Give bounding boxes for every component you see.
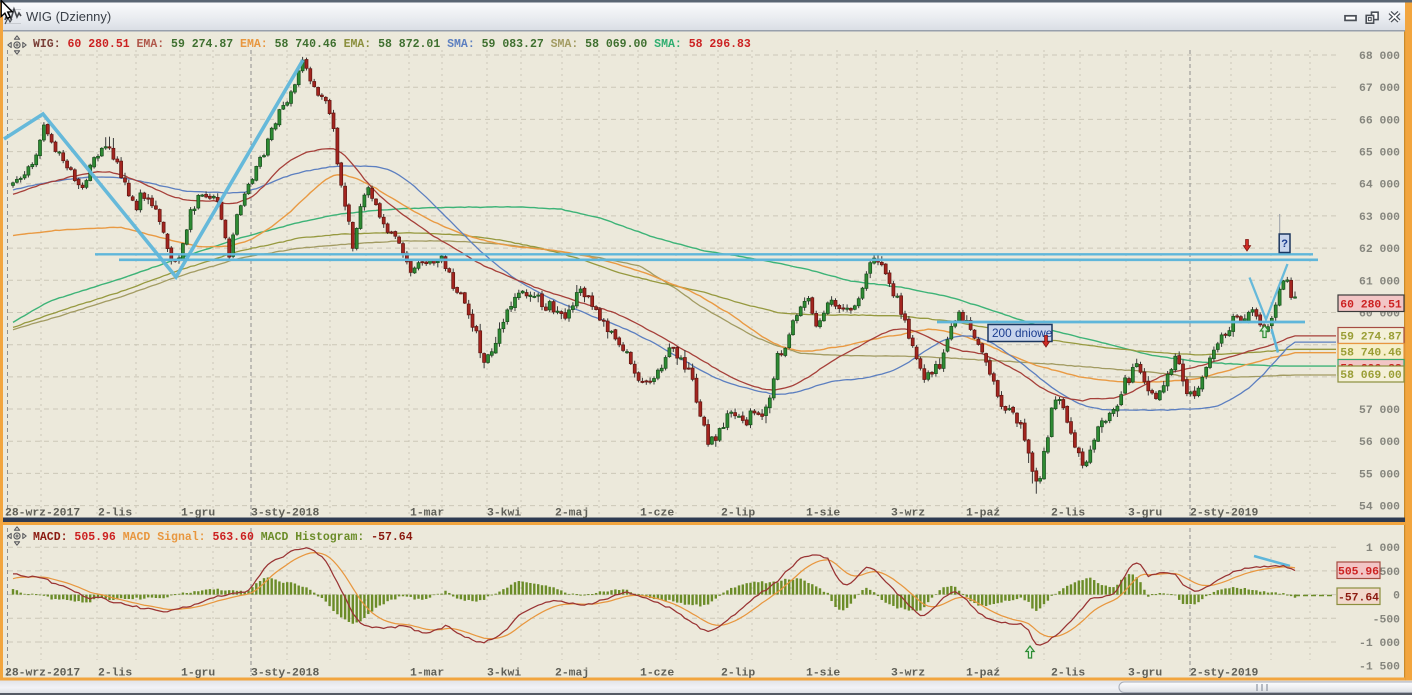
svg-text:1-sie: 1-sie xyxy=(806,668,840,680)
svg-text:28-wrz-2017: 28-wrz-2017 xyxy=(5,668,80,680)
svg-text:63 000: 63 000 xyxy=(1359,212,1400,224)
svg-text:2-lip: 2-lip xyxy=(721,508,755,520)
svg-text:200 dniowe: 200 dniowe xyxy=(992,326,1053,340)
svg-text:-57.64: -57.64 xyxy=(1338,592,1379,604)
svg-text:505.96: 505.96 xyxy=(1338,566,1379,578)
svg-text:68 000: 68 000 xyxy=(1359,51,1400,63)
svg-text:2-lis: 2-lis xyxy=(1051,668,1085,680)
svg-text:1-mar: 1-mar xyxy=(410,508,444,520)
svg-text:1-cze: 1-cze xyxy=(640,508,674,520)
svg-text:?: ? xyxy=(1281,239,1288,251)
svg-text:-1 000: -1 000 xyxy=(1359,638,1400,650)
svg-text:57 000: 57 000 xyxy=(1359,405,1400,417)
svg-text:3-wrz: 3-wrz xyxy=(891,508,925,520)
svg-text:3-kwi: 3-kwi xyxy=(487,668,521,680)
svg-text:3-gru: 3-gru xyxy=(1128,508,1162,520)
svg-text:55 000: 55 000 xyxy=(1359,469,1400,481)
svg-text:58 740.46: 58 740.46 xyxy=(1340,348,1402,360)
svg-text:3-sty-2018: 3-sty-2018 xyxy=(251,508,320,520)
svg-text:3-wrz: 3-wrz xyxy=(891,668,925,680)
svg-text:28-wrz-2017: 28-wrz-2017 xyxy=(5,508,80,520)
svg-text:-500: -500 xyxy=(1373,614,1401,626)
svg-text:2-sty-2019: 2-sty-2019 xyxy=(1190,508,1259,520)
svg-text:2-maj: 2-maj xyxy=(555,668,589,680)
svg-text:1-mar: 1-mar xyxy=(410,668,444,680)
svg-text:1 000: 1 000 xyxy=(1366,543,1400,555)
svg-text:3-sty-2018: 3-sty-2018 xyxy=(251,668,320,680)
svg-text:2-maj: 2-maj xyxy=(555,508,589,520)
svg-text:58 069.00: 58 069.00 xyxy=(1340,370,1402,382)
svg-text:64 000: 64 000 xyxy=(1359,180,1400,192)
svg-text:62 000: 62 000 xyxy=(1359,244,1400,256)
svg-text:1-paź: 1-paź xyxy=(966,668,1000,680)
svg-text:54 000: 54 000 xyxy=(1359,502,1400,514)
svg-text:2-lis: 2-lis xyxy=(98,508,132,520)
svg-text:61 000: 61 000 xyxy=(1359,276,1400,288)
svg-text:3-gru: 3-gru xyxy=(1128,668,1162,680)
svg-text:1-gru: 1-gru xyxy=(181,508,215,520)
svg-text:WIG: 60 280.51 EMA: 59 274.87: WIG: 60 280.51 EMA: 59 274.87 EMA: 58 74… xyxy=(33,38,751,51)
svg-text:2-sty-2019: 2-sty-2019 xyxy=(1190,668,1259,680)
svg-text:WIG (Dzienny): WIG (Dzienny) xyxy=(26,9,111,24)
svg-text:1-gru: 1-gru xyxy=(181,668,215,680)
svg-text:60 280.51: 60 280.51 xyxy=(1340,299,1402,311)
svg-text:3-kwi: 3-kwi xyxy=(487,508,521,520)
svg-text:2-lis: 2-lis xyxy=(1051,508,1085,520)
svg-text:59 274.87: 59 274.87 xyxy=(1340,332,1402,344)
svg-text:1-paź: 1-paź xyxy=(966,508,1000,520)
svg-text:500: 500 xyxy=(1379,567,1400,579)
svg-text:2-lis: 2-lis xyxy=(98,668,132,680)
svg-text:0: 0 xyxy=(1393,591,1400,603)
svg-text:1-sie: 1-sie xyxy=(806,508,840,520)
svg-text:65 000: 65 000 xyxy=(1359,148,1400,160)
svg-text:2-lip: 2-lip xyxy=(721,668,755,680)
svg-text:MACD: 505.96 MACD Signal: 563.: MACD: 505.96 MACD Signal: 563.60 MACD Hi… xyxy=(33,531,413,544)
svg-text:56 000: 56 000 xyxy=(1359,437,1400,449)
svg-text:1-cze: 1-cze xyxy=(640,668,674,680)
svg-text:67 000: 67 000 xyxy=(1359,83,1400,95)
svg-text:66 000: 66 000 xyxy=(1359,115,1400,127)
svg-text:-1 500: -1 500 xyxy=(1359,662,1400,674)
